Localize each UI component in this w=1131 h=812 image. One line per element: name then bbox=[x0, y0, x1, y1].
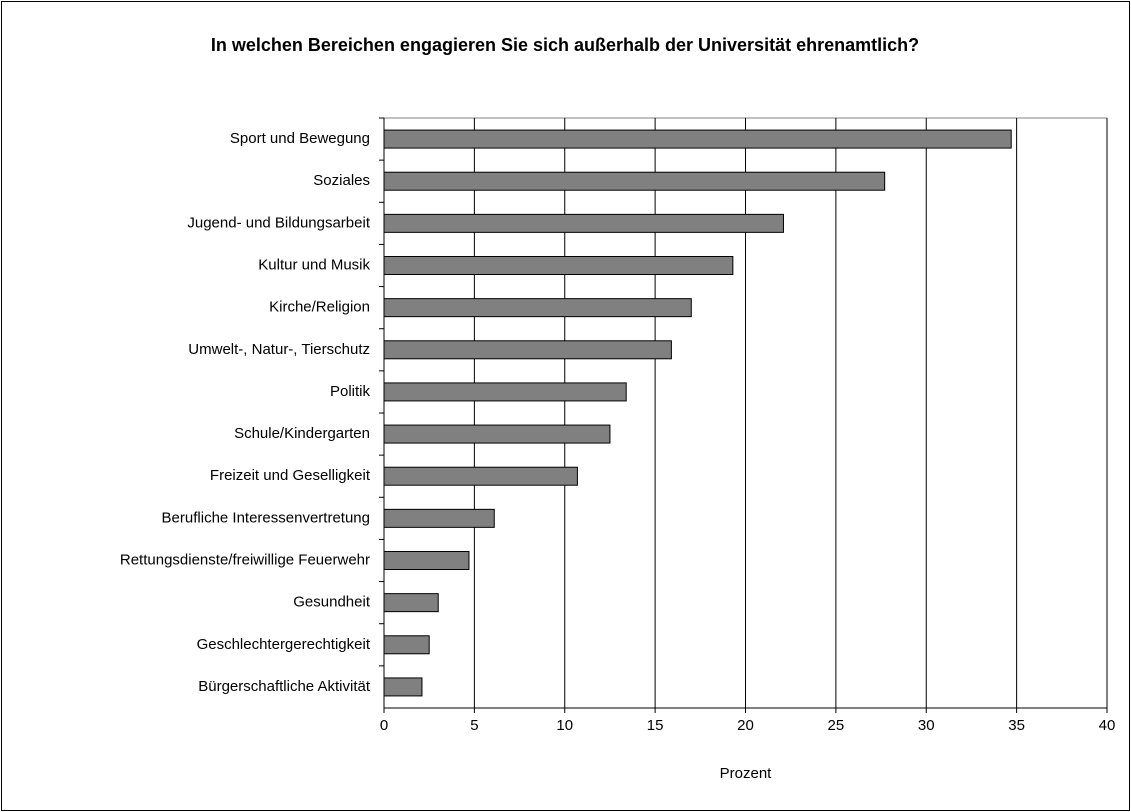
bar bbox=[383, 508, 495, 528]
x-tick-label: 15 bbox=[647, 717, 664, 734]
x-tick-label: 40 bbox=[1099, 717, 1116, 734]
y-tick-label: Geschlechtergerechtigkeit bbox=[197, 636, 371, 653]
x-tick-label: 5 bbox=[470, 717, 478, 734]
y-tick-label: Gesundheit bbox=[293, 594, 371, 611]
bar bbox=[383, 298, 692, 318]
bar bbox=[383, 256, 734, 275]
y-tick-label: Freizeit und Geselligkeit bbox=[210, 467, 371, 484]
bar bbox=[383, 635, 430, 655]
bar bbox=[383, 129, 1012, 149]
bar bbox=[383, 340, 672, 360]
chart-title: In welchen Bereichen engagieren Sie sich… bbox=[210, 35, 920, 55]
bar bbox=[383, 382, 627, 402]
x-axis-label: Prozent bbox=[720, 765, 773, 782]
y-tick-label: Jugend- und Bildungsarbeit bbox=[187, 214, 370, 231]
y-tick-label: Schule/Kindergarten bbox=[234, 425, 370, 442]
y-tick-label: Kultur und Musik bbox=[258, 256, 370, 273]
y-tick-label: Rettungsdienste/freiwillige Feuerwehr bbox=[120, 551, 370, 568]
y-tick-label: Umwelt-, Natur-, Tierschutz bbox=[188, 341, 370, 358]
y-tick-label: Bürgerschaftliche Aktivität bbox=[198, 678, 371, 695]
bar bbox=[383, 466, 578, 486]
y-tick-label: Berufliche Interessenvertretung bbox=[162, 509, 370, 526]
y-tick-label: Politik bbox=[330, 383, 371, 400]
x-tick-label: 0 bbox=[380, 717, 388, 734]
y-tick-label: Soziales bbox=[313, 172, 370, 189]
bar bbox=[383, 593, 439, 613]
bar bbox=[383, 213, 784, 233]
x-tick-label: 35 bbox=[1008, 717, 1025, 734]
y-tick-label: Kirche/Religion bbox=[269, 299, 370, 316]
bar bbox=[383, 677, 423, 697]
x-tick-label: 10 bbox=[556, 717, 573, 734]
bar bbox=[383, 551, 470, 570]
y-tick-label: Sport und Bewegung bbox=[230, 130, 370, 147]
x-tick-label: 20 bbox=[737, 717, 754, 734]
x-tick-label: 25 bbox=[828, 717, 845, 734]
x-tick-label: 30 bbox=[918, 717, 935, 734]
bar bbox=[383, 171, 886, 191]
bar bbox=[383, 424, 611, 444]
